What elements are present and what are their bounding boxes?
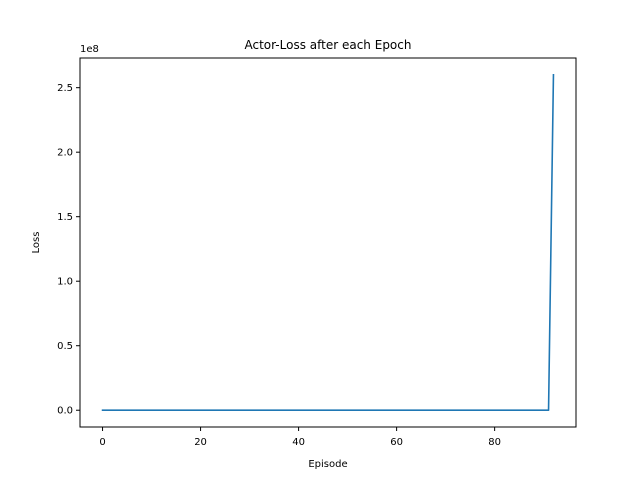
y-offset-label: 1e8 xyxy=(80,44,99,55)
y-tick-label: 2.0 xyxy=(57,148,73,159)
x-axis-label: Episode xyxy=(308,459,347,470)
y-tick-label: 1.0 xyxy=(57,277,73,288)
x-tick-label: 40 xyxy=(292,437,305,448)
x-axis-ticks: 0 20 40 60 80 xyxy=(99,427,501,448)
series-line xyxy=(101,73,555,412)
y-tick-label: 0.5 xyxy=(57,341,73,352)
y-tick-label: 1.5 xyxy=(57,212,73,223)
plot-area xyxy=(80,58,576,427)
y-axis-label: Loss xyxy=(31,232,42,254)
x-tick-label: 80 xyxy=(488,437,501,448)
x-tick-label: 20 xyxy=(194,437,207,448)
y-axis-ticks: 0.0 0.5 1.0 1.5 2.0 2.5 xyxy=(57,83,80,417)
y-tick-label: 2.5 xyxy=(57,83,73,94)
plot-frame xyxy=(79,57,577,428)
x-tick-label: 0 xyxy=(99,437,105,448)
chart-title: Actor-Loss after each Epoch xyxy=(245,38,412,52)
series-layer xyxy=(101,73,555,412)
y-tick-label: 0.0 xyxy=(57,406,73,417)
x-tick-label: 60 xyxy=(390,437,403,448)
